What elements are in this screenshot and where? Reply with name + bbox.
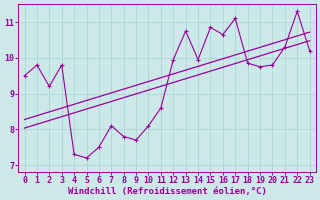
X-axis label: Windchill (Refroidissement éolien,°C): Windchill (Refroidissement éolien,°C) [68, 187, 267, 196]
